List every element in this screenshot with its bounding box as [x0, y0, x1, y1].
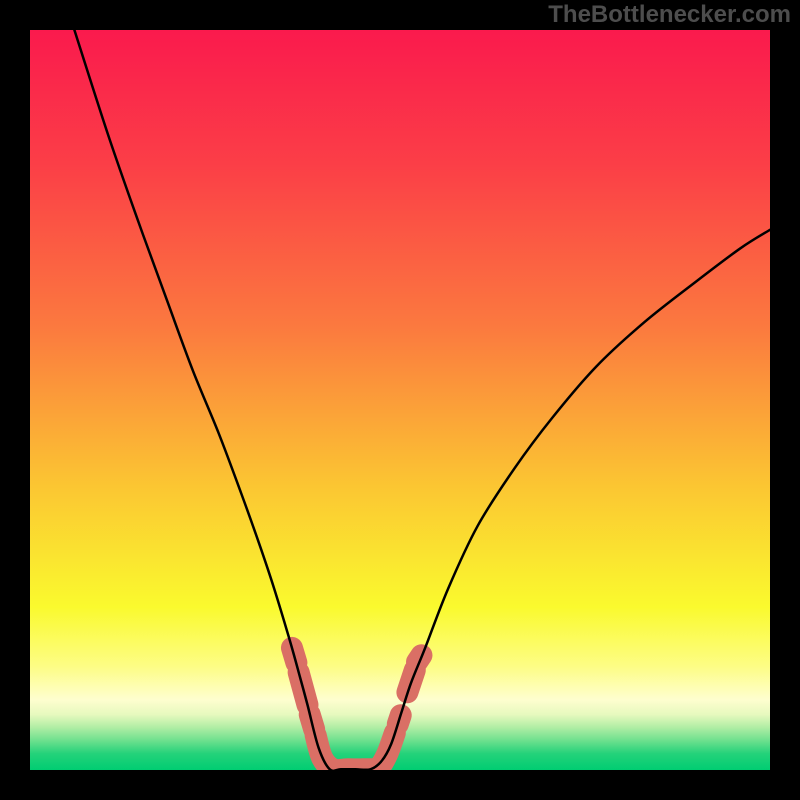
plot-background — [30, 30, 770, 770]
chart-root: TheBottlenecker.com — [0, 0, 800, 800]
watermark-text: TheBottlenecker.com — [548, 1, 791, 29]
